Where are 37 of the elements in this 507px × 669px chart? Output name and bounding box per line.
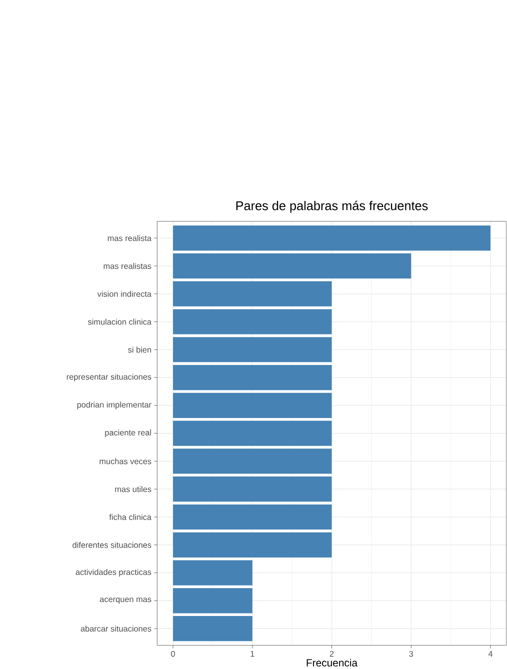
y-tick-label: abarcar situaciones <box>80 626 152 632</box>
y-tick-label: mas realista <box>108 235 152 242</box>
bar <box>173 560 253 586</box>
bar <box>173 532 332 558</box>
y-tick-label: diferentes situaciones <box>72 542 152 548</box>
bar <box>173 504 332 530</box>
y-tick-label: mas realistas <box>104 262 152 269</box>
x-axis-title: Frecuencia <box>306 658 358 667</box>
bar <box>173 364 332 390</box>
bar <box>173 616 253 642</box>
y-tick-label: paciente real <box>105 430 152 438</box>
x-tick-label: 3 <box>409 650 414 657</box>
bar <box>173 392 332 418</box>
y-tick-label: acerquen mas <box>100 598 152 604</box>
bar <box>173 253 412 279</box>
bar <box>173 281 332 306</box>
y-tick-label: podrian implementar <box>77 402 152 410</box>
y-tick-label: muchas veces <box>100 458 152 464</box>
y-tick-label: ficha clinica <box>109 514 152 520</box>
y-tick-label: actividades practicas <box>76 568 152 577</box>
y-tick-label: representar situaciones <box>67 374 152 382</box>
bar <box>173 309 332 334</box>
bar <box>173 226 491 251</box>
y-tick-label: mas utiles <box>115 486 152 492</box>
y-tick-label: vision indirecta <box>97 290 152 297</box>
bar <box>173 476 332 502</box>
bar <box>173 420 332 446</box>
x-tick-label: 1 <box>250 650 254 657</box>
chart-title: Pares de palabras más frecuentes <box>236 200 428 213</box>
bar <box>173 448 332 474</box>
bar <box>173 588 253 614</box>
x-tick-label: 4 <box>488 650 493 657</box>
x-tick-label: 2 <box>330 650 334 657</box>
y-tick-label: si bien <box>128 346 152 353</box>
x-tick-label: 0 <box>171 650 176 657</box>
y-tick-label: simulacion clinica <box>88 318 152 325</box>
bar <box>173 337 332 362</box>
